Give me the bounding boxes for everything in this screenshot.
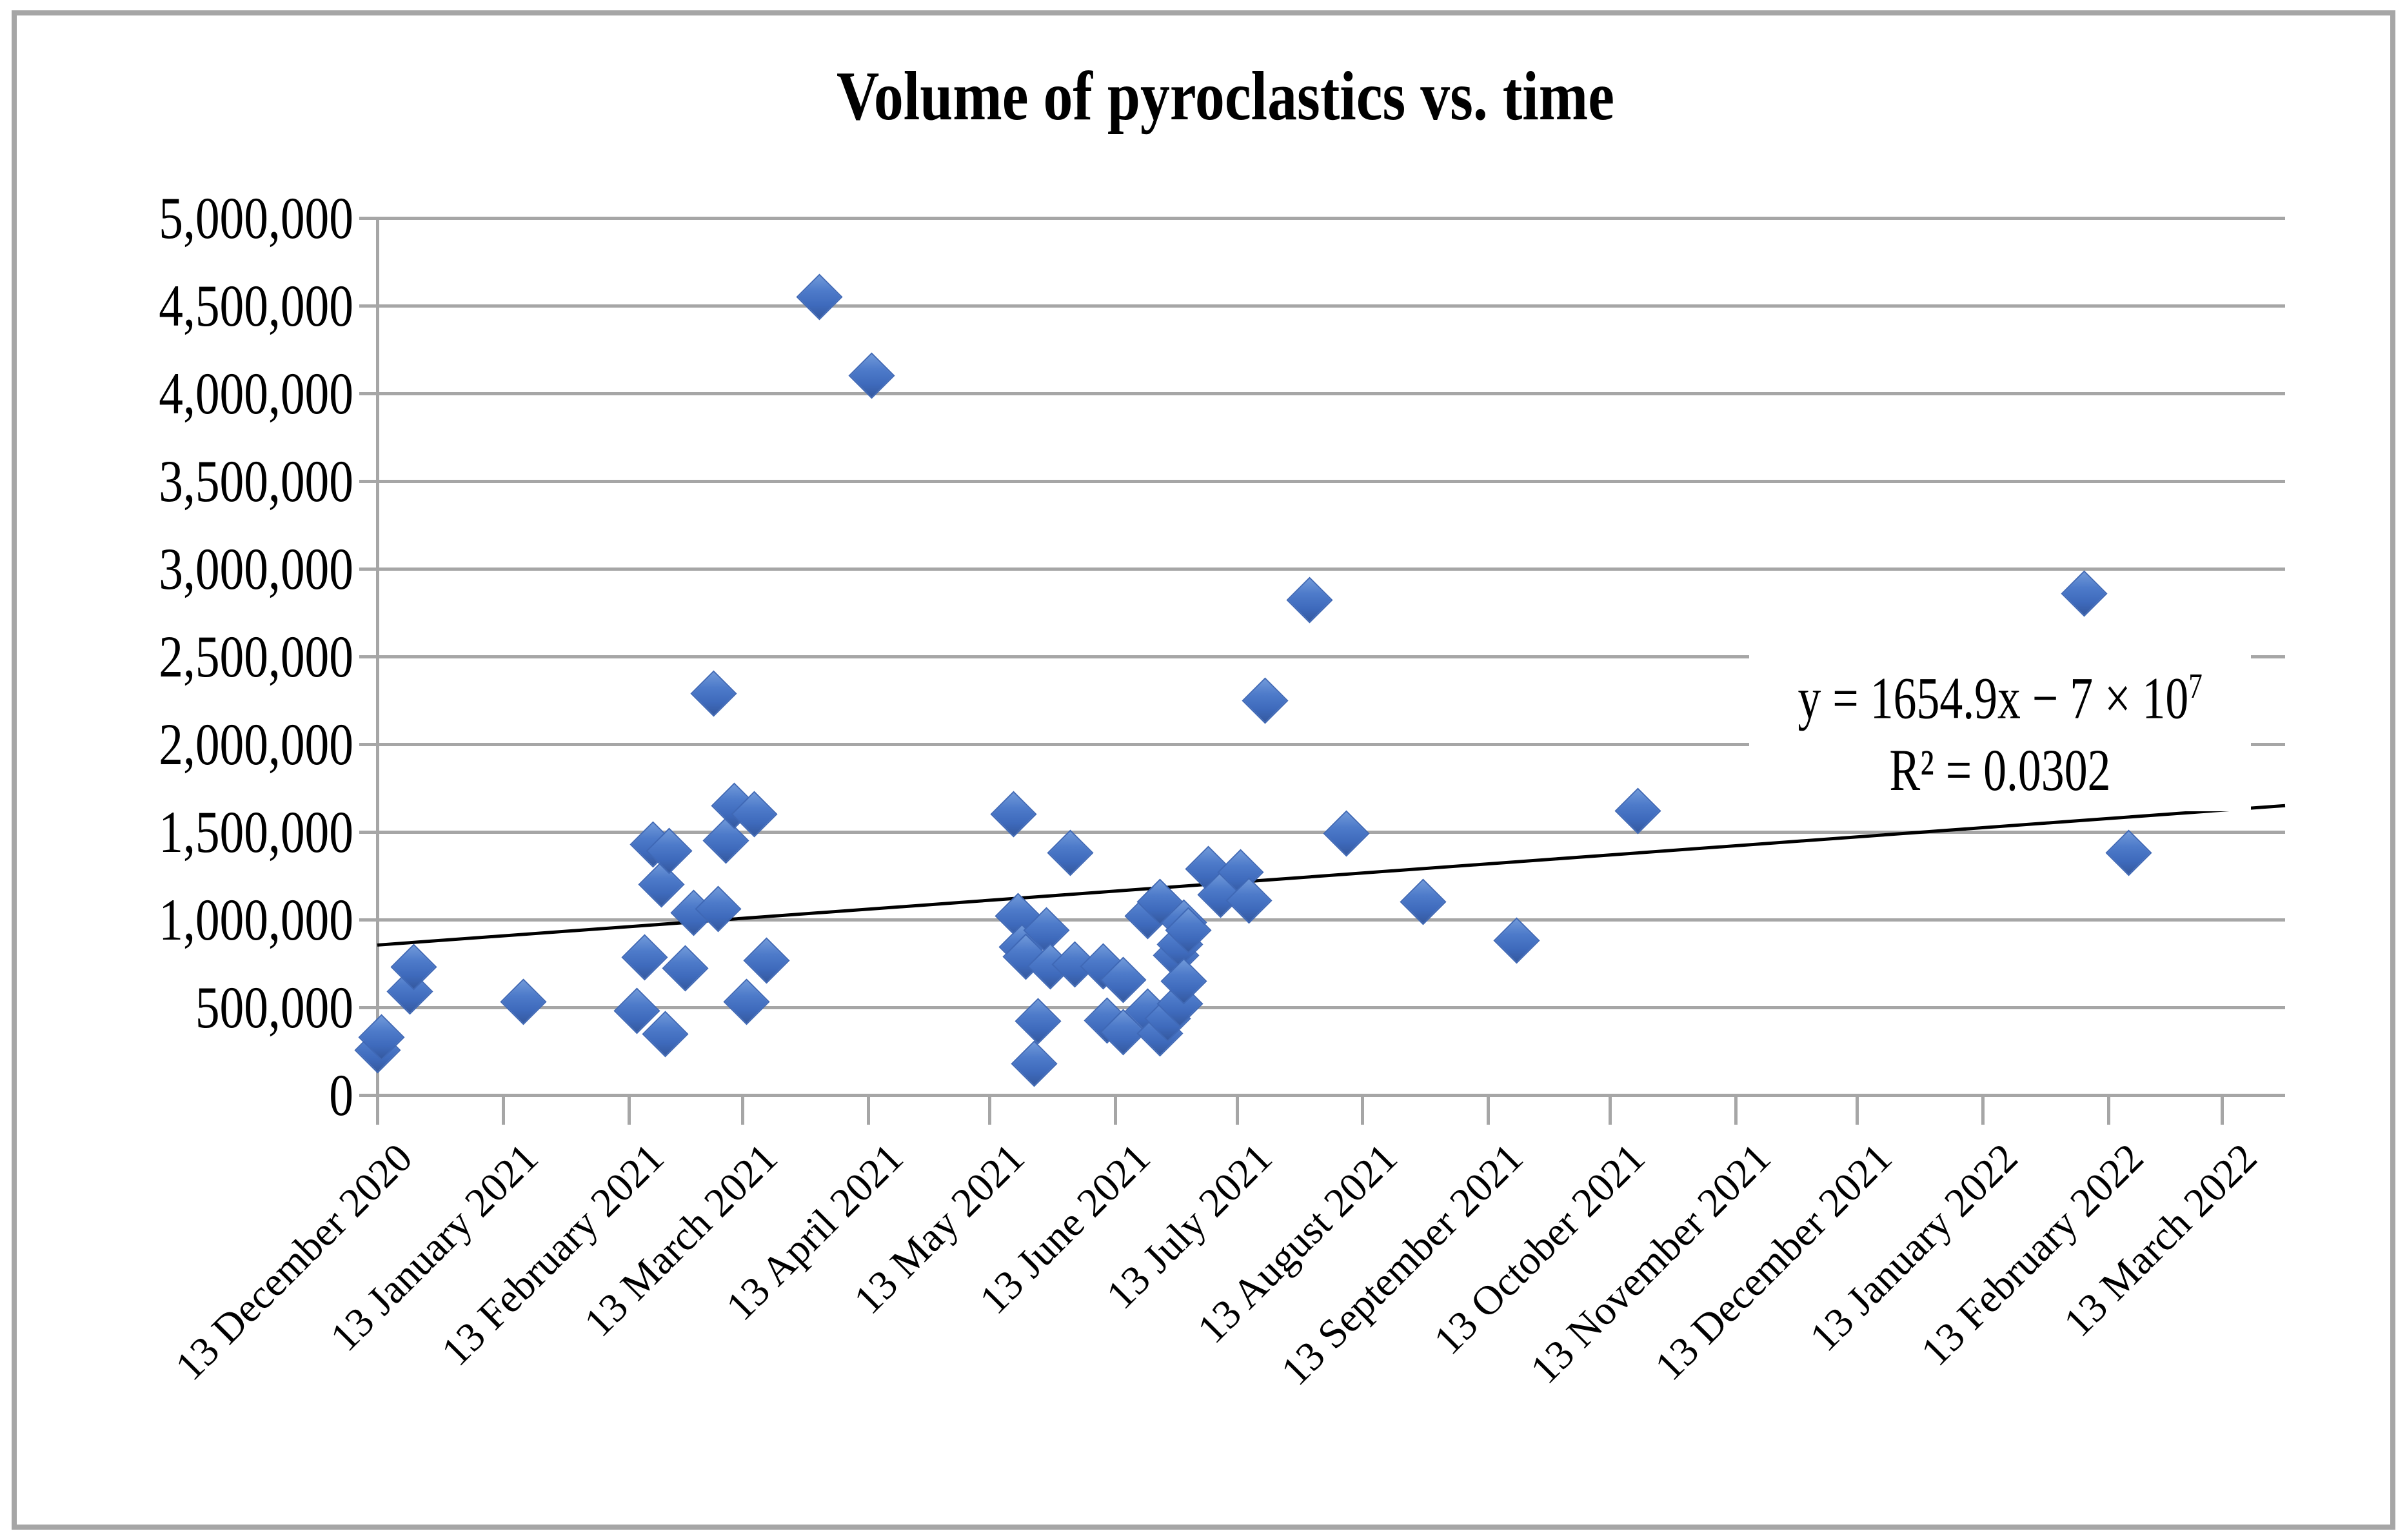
y-axis-tick [359, 655, 377, 658]
gridline-3500000 [377, 480, 2285, 483]
r-squared-value: R² = 0.0302 [1889, 737, 2111, 804]
x-axis-tick [1114, 1095, 1117, 1125]
y-axis-tick [359, 392, 377, 395]
y-axis-label: 5,000,000 [159, 185, 353, 251]
gridline-4000000 [377, 392, 2285, 395]
gridline-0 [377, 1094, 2285, 1097]
x-axis-tick [1981, 1095, 1985, 1125]
equation-exponent: 7 [2188, 666, 2203, 706]
y-axis-tick [359, 918, 377, 922]
y-axis-label: 2,500,000 [159, 624, 353, 689]
chart-title: Volume of pyroclastics vs. time [836, 58, 1615, 135]
x-axis-tick [2221, 1095, 2224, 1125]
x-axis-tick [376, 1095, 379, 1125]
x-axis-tick [1361, 1095, 1365, 1125]
equation-text: y = 1654.9x − 7 × 10 [1798, 665, 2189, 731]
gridline-5000000 [377, 217, 2285, 220]
gridline-4500000 [377, 304, 2285, 308]
y-axis-line [376, 218, 379, 1125]
y-axis-label: 0 [329, 1062, 353, 1128]
y-axis-tick [359, 304, 377, 308]
gridline-3000000 [377, 568, 2285, 571]
x-axis-tick [627, 1095, 631, 1125]
y-axis-tick [359, 480, 377, 483]
x-axis-tick [740, 1095, 744, 1125]
chart-border-frame [12, 10, 2395, 1530]
y-axis-tick [359, 568, 377, 571]
y-axis-label: 3,500,000 [159, 448, 353, 514]
gridline-2000000 [377, 743, 2285, 746]
trendline-equation: y = 1654.9x − 7 × 107 [1798, 650, 2202, 735]
y-axis-tick [359, 217, 377, 220]
x-axis-tick [866, 1095, 870, 1125]
x-axis-tick [1856, 1095, 1859, 1125]
y-axis-label: 1,500,000 [159, 799, 353, 865]
trendline-label: y = 1654.9x − 7 × 107 R² = 0.0302 [1749, 645, 2251, 811]
x-axis-tick [1734, 1095, 1738, 1125]
x-axis-tick [501, 1095, 505, 1125]
x-axis-tick [1608, 1095, 1612, 1125]
y-axis-tick [359, 831, 377, 834]
y-axis-label: 4,000,000 [159, 360, 353, 426]
y-axis-label: 500,000 [195, 974, 353, 1040]
x-axis-tick [2107, 1095, 2110, 1125]
x-axis-tick [1487, 1095, 1491, 1125]
gridline-500000 [377, 1006, 2285, 1009]
y-axis-tick [359, 743, 377, 746]
y-axis-label: 1,000,000 [159, 887, 353, 953]
gridline-2500000 [377, 655, 2285, 658]
gridline-1000000 [377, 918, 2285, 922]
y-axis-label: 3,000,000 [159, 536, 353, 602]
y-axis-tick [359, 1006, 377, 1009]
y-axis-label: 4,500,000 [159, 273, 353, 339]
y-axis-tick [359, 1094, 377, 1097]
y-axis-label: 2,000,000 [159, 711, 353, 777]
x-axis-tick [1235, 1095, 1239, 1125]
x-axis-tick [988, 1095, 992, 1125]
